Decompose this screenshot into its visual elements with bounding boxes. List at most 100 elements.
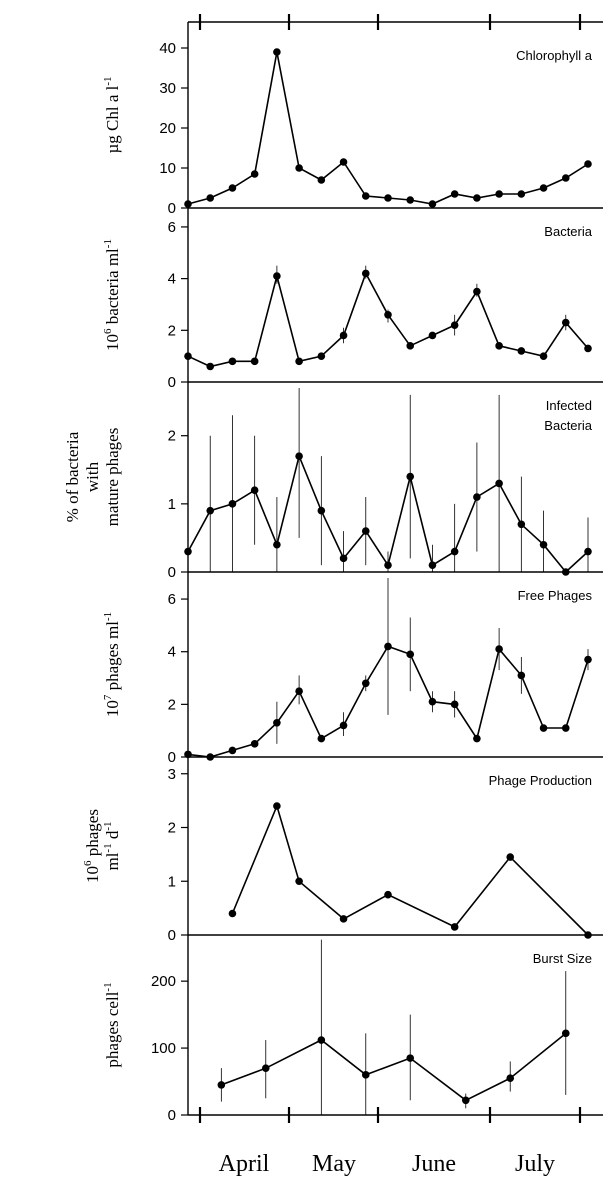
data-point: [273, 48, 281, 56]
data-point: [361, 192, 370, 200]
data-point: [250, 740, 259, 748]
y-tick-label: 0: [168, 200, 176, 217]
panel-chlorophyll: 0 10 20 30 40 Chlorophyll a µg Chl a l-1​: [102, 21, 603, 217]
month-label-june: June: [412, 1151, 456, 1177]
data-point: [184, 352, 192, 360]
data-point: [184, 200, 192, 208]
data-point: [517, 190, 526, 198]
data-point: [228, 909, 237, 918]
data-point: [517, 347, 526, 355]
y-tick-label: 0: [168, 1107, 176, 1124]
data-point: [384, 311, 392, 319]
y-axis-label-text: phages cell: [103, 991, 122, 1067]
y-axis-label-text: ml: [103, 852, 122, 870]
y-tick-label: 1: [168, 873, 176, 890]
data-point: [495, 645, 503, 653]
data-point: [406, 342, 415, 350]
data-point: [561, 174, 570, 182]
data-point: [250, 486, 259, 495]
y-tick-label: 100: [151, 1040, 176, 1057]
y-tick-label: 0: [168, 374, 176, 391]
data-point: [384, 561, 392, 569]
data-point: [361, 269, 370, 278]
y-axis-label-superscript: 7: [102, 694, 114, 700]
y-axis-label-superscript: -1: [102, 982, 114, 991]
data-point: [539, 540, 548, 549]
data-point: [317, 506, 326, 515]
data-point: [450, 700, 459, 709]
y-axis-label-text: µg Chl a l: [103, 85, 122, 153]
y-axis-label-text: 10: [103, 334, 122, 351]
data-point: [361, 1071, 370, 1079]
panel-infected: 0 1 2 Infected Bacteria % of bacteria with matu…: [63, 382, 603, 581]
y-axis-label: mature phages: [103, 428, 122, 527]
data-point: [273, 718, 281, 727]
y-axis-label-text: bacteria ml: [103, 248, 122, 329]
y-axis-label-text: % of bacteria: [63, 431, 82, 522]
month-label-april: April: [219, 1151, 270, 1177]
data-point: [184, 750, 192, 759]
y-tick-label: 30: [159, 80, 176, 97]
data-point: [339, 331, 348, 340]
y-tick-label: 0: [168, 927, 176, 944]
panel-title: Chlorophyll a: [516, 48, 593, 63]
y-axis-label: µg Chl a l-1​: [102, 76, 122, 153]
data-point: [317, 1036, 326, 1044]
panel-title: Bacteria: [544, 224, 592, 239]
y-axis-label: % of bacteria: [63, 431, 82, 522]
data-point: [295, 452, 303, 460]
y-axis-label-superscript: -1: [102, 239, 114, 248]
data-point: [317, 176, 326, 184]
y-axis-label-text: 10: [83, 866, 102, 883]
data-point: [495, 479, 503, 488]
data-point: [339, 721, 348, 730]
y-tick-label: 0: [168, 749, 176, 766]
y-tick-label: 2: [168, 322, 176, 339]
data-point: [473, 194, 481, 202]
data-point: [428, 697, 437, 706]
data-point: [406, 196, 415, 204]
data-point: [517, 671, 526, 680]
panel-title: Infected: [546, 398, 592, 413]
data-point: [584, 931, 592, 939]
data-point: [561, 568, 570, 576]
data-point: [228, 500, 237, 508]
y-axis-label-text: phages: [83, 809, 102, 860]
y-axis-label: with: [83, 461, 102, 492]
y-axis-label-superscript: -1: [102, 843, 114, 852]
data-point: [339, 158, 348, 166]
data-point: [261, 1064, 270, 1072]
y-tick-label: 4: [168, 271, 176, 288]
month-label-july: July: [515, 1151, 555, 1177]
y-tick-label: 0: [168, 564, 176, 581]
data-point: [584, 160, 592, 168]
y-axis-label-text: d: [103, 830, 122, 843]
data-point: [317, 734, 326, 743]
data-point: [206, 753, 215, 761]
panel-title: Burst Size: [533, 951, 592, 966]
y-axis-label: 107​ phages ml-1​: [102, 612, 122, 717]
data-point: [450, 547, 459, 556]
data-point: [384, 890, 392, 899]
data-point: [473, 493, 481, 501]
data-point: [428, 331, 437, 340]
data-point: [317, 352, 326, 360]
data-point: [206, 194, 215, 202]
data-point: [495, 190, 503, 198]
y-tick-label: 3: [168, 766, 176, 783]
panel-title-line-2: Bacteria: [544, 418, 592, 433]
data-point: [495, 342, 503, 350]
data-point: [361, 679, 370, 688]
panel-freephages: 0 2 4 6 Free Phages 107​ phages ml-1​: [102, 572, 603, 766]
panel-title: Free Phages: [518, 588, 593, 603]
y-axis-label-text: phages ml: [103, 621, 122, 695]
month-label-may: May: [312, 1151, 356, 1177]
data-point: [228, 357, 237, 366]
data-point: [184, 547, 192, 556]
data-point: [217, 1081, 226, 1089]
data-point: [250, 357, 259, 366]
data-point: [461, 1096, 470, 1105]
data-point: [406, 1054, 415, 1062]
y-tick-label: 4: [168, 644, 176, 661]
